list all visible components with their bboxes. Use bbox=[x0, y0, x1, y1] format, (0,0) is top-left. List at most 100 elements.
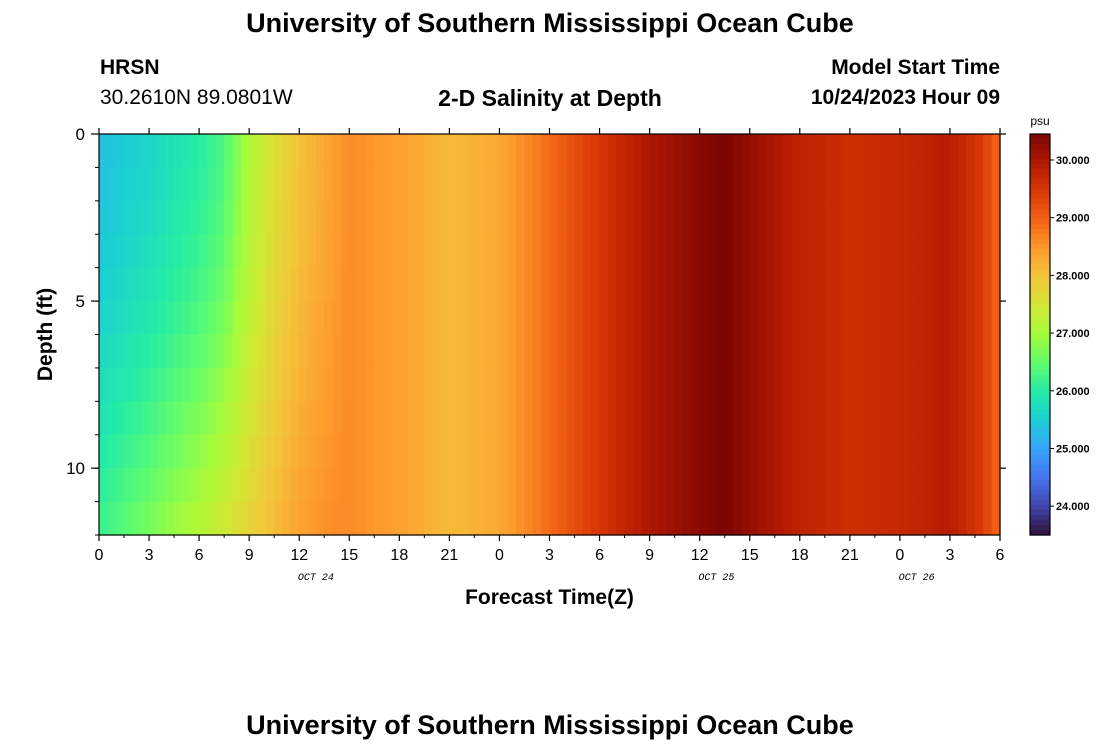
heatmap-cell bbox=[749, 468, 759, 503]
heatmap-cell bbox=[432, 234, 442, 269]
heatmap-cell bbox=[566, 434, 576, 469]
colorbar-swatch bbox=[1030, 439, 1050, 446]
heatmap-cell bbox=[733, 134, 742, 169]
heatmap-cell bbox=[966, 501, 976, 536]
heatmap-cell bbox=[124, 200, 133, 235]
heatmap-cell bbox=[340, 134, 350, 169]
heatmap-cell bbox=[474, 200, 484, 235]
heatmap-cell bbox=[499, 468, 509, 503]
x-tick-label: 3 bbox=[145, 547, 154, 564]
heatmap-cell bbox=[866, 234, 876, 269]
heatmap-cell bbox=[841, 234, 851, 269]
heatmap-cell bbox=[157, 267, 167, 302]
heatmap-cell bbox=[791, 167, 801, 202]
heatmap-cell bbox=[808, 167, 818, 202]
heatmap-cell bbox=[215, 234, 225, 269]
heatmap-cell bbox=[482, 301, 492, 336]
heatmap-cell bbox=[708, 200, 717, 235]
heatmap-cell bbox=[524, 334, 534, 369]
heatmap-cell bbox=[949, 167, 959, 202]
heatmap-cell bbox=[99, 468, 108, 503]
heatmap-cell bbox=[424, 200, 434, 235]
heatmap-cell bbox=[240, 301, 250, 336]
heatmap-cell bbox=[507, 468, 517, 503]
heatmap-cell bbox=[149, 367, 158, 402]
heatmap-cell bbox=[924, 267, 934, 302]
heatmap-cell bbox=[182, 234, 192, 269]
heatmap-cell bbox=[983, 367, 993, 402]
heatmap-cell bbox=[507, 267, 517, 302]
heatmap-cell bbox=[132, 434, 142, 469]
heatmap-cell bbox=[307, 501, 317, 536]
heatmap-cell bbox=[716, 334, 726, 369]
heatmap-cell bbox=[240, 267, 250, 302]
heatmap-cell bbox=[516, 234, 526, 269]
x-tick-label: 12 bbox=[691, 547, 709, 564]
heatmap-cell bbox=[524, 267, 534, 302]
heatmap-cell bbox=[666, 334, 676, 369]
heatmap-cell bbox=[682, 367, 692, 402]
heatmap-cell bbox=[549, 401, 559, 436]
heatmap-cell bbox=[816, 501, 826, 536]
heatmap-cell bbox=[766, 434, 776, 469]
heatmap-cell bbox=[758, 134, 768, 169]
heatmap-cell bbox=[340, 234, 350, 269]
x-tick-label: 18 bbox=[390, 547, 408, 564]
heatmap-cell bbox=[991, 501, 1001, 536]
heatmap-cell bbox=[532, 401, 542, 436]
heatmap-cell bbox=[974, 267, 984, 302]
x-tick-label: 3 bbox=[545, 547, 554, 564]
colorbar-swatch bbox=[1030, 409, 1050, 416]
heatmap-cell bbox=[474, 301, 484, 336]
heatmap-cell bbox=[441, 334, 450, 369]
heatmap-cell bbox=[124, 367, 133, 402]
heatmap-cell bbox=[941, 234, 951, 269]
heatmap-cell bbox=[816, 334, 826, 369]
heatmap-cell bbox=[607, 501, 617, 536]
colorbar-swatch bbox=[1030, 309, 1050, 316]
heatmap-cell bbox=[641, 501, 651, 536]
heatmap-cell bbox=[140, 134, 150, 169]
heatmap-cell bbox=[749, 167, 759, 202]
heatmap-cell bbox=[374, 267, 384, 302]
heatmap-cell bbox=[866, 401, 876, 436]
heatmap-cell bbox=[199, 501, 209, 536]
heatmap-cell bbox=[574, 200, 584, 235]
heatmap-cell bbox=[382, 134, 392, 169]
heatmap-cell bbox=[107, 267, 117, 302]
heatmap-cell bbox=[232, 267, 242, 302]
heatmap-cell bbox=[891, 200, 901, 235]
heatmap-cell bbox=[824, 167, 834, 202]
heatmap-cell bbox=[883, 301, 893, 336]
heatmap-cell bbox=[507, 367, 517, 402]
heatmap-cell bbox=[532, 134, 542, 169]
heatmap-cell bbox=[290, 468, 300, 503]
heatmap-cell bbox=[365, 267, 375, 302]
heatmap-cell bbox=[340, 301, 350, 336]
colorbar-swatch bbox=[1030, 329, 1050, 336]
heatmap-cell bbox=[566, 334, 576, 369]
heatmap-cell bbox=[624, 468, 634, 503]
heatmap-cell bbox=[374, 468, 384, 503]
heatmap-cell bbox=[315, 167, 325, 202]
colorbar-swatch bbox=[1030, 494, 1050, 501]
heatmap-cell bbox=[165, 501, 175, 536]
heatmap-cell bbox=[958, 167, 968, 202]
heatmap-cell bbox=[349, 501, 359, 536]
heatmap-cell bbox=[799, 468, 809, 503]
heatmap-cell bbox=[607, 401, 617, 436]
heatmap-cell bbox=[315, 334, 325, 369]
heatmap-cell bbox=[833, 167, 843, 202]
heatmap-cell bbox=[190, 501, 200, 536]
heatmap-cell bbox=[541, 468, 551, 503]
heatmap-cell bbox=[716, 434, 726, 469]
heatmap-cell bbox=[816, 267, 826, 302]
heatmap-cell bbox=[741, 234, 751, 269]
heatmap-cell bbox=[958, 434, 968, 469]
heatmap-cell bbox=[724, 367, 734, 402]
heatmap-cell bbox=[491, 367, 501, 402]
heatmap-cell bbox=[115, 367, 125, 402]
heatmap-cell bbox=[424, 267, 434, 302]
colorbar-swatch bbox=[1030, 294, 1050, 301]
heatmap-cell bbox=[733, 401, 742, 436]
